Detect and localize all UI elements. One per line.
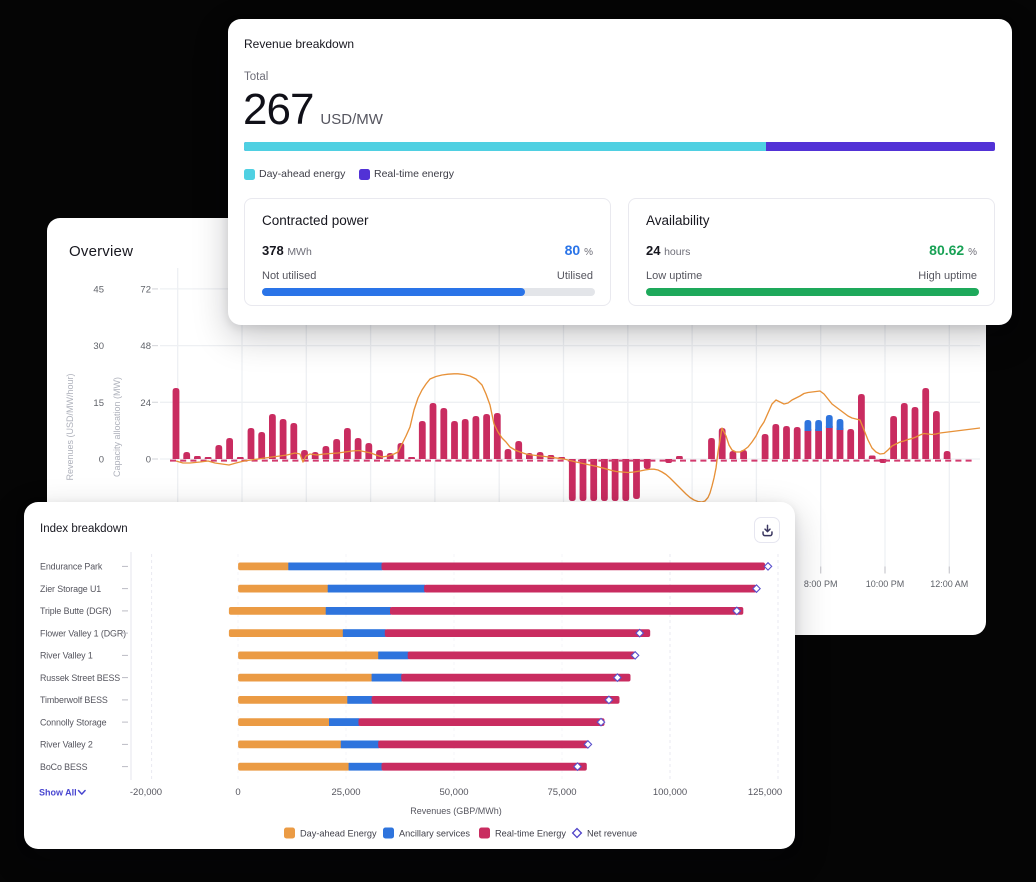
svg-text:30: 30	[93, 341, 104, 352]
svg-text:Show All: Show All	[39, 788, 77, 798]
svg-text:Endurance Park: Endurance Park	[40, 562, 103, 572]
svg-text:75,000: 75,000	[547, 787, 576, 798]
svg-text:50,000: 50,000	[439, 787, 468, 798]
svg-text:BoCo BESS: BoCo BESS	[40, 762, 88, 772]
svg-text:Capacity allocation (MW): Capacity allocation (MW)	[112, 377, 122, 477]
svg-text:100,000: 100,000	[653, 787, 687, 798]
svg-text:River Valley 1: River Valley 1	[40, 651, 93, 661]
svg-text:10:00 PM: 10:00 PM	[866, 579, 905, 589]
svg-text:72: 72	[140, 284, 151, 295]
svg-text:Day-ahead Energy: Day-ahead Energy	[300, 829, 377, 839]
svg-text:125,000: 125,000	[748, 787, 782, 798]
svg-text:8:00 PM: 8:00 PM	[804, 579, 838, 589]
svg-text:Timberwolf BESS: Timberwolf BESS	[40, 695, 108, 705]
svg-text:15: 15	[93, 398, 104, 409]
svg-text:Revenues (USD/MW/hour): Revenues (USD/MW/hour)	[65, 373, 75, 480]
svg-text:Revenues (GBP/MWh): Revenues (GBP/MWh)	[410, 806, 502, 816]
svg-text:45: 45	[93, 284, 104, 295]
svg-text:24: 24	[140, 398, 151, 409]
svg-text:Ancillary services: Ancillary services	[399, 829, 470, 839]
svg-text:Zier Storage U1: Zier Storage U1	[40, 584, 101, 594]
svg-text:Flower Valley 1 (DGR): Flower Valley 1 (DGR)	[40, 628, 126, 638]
svg-text:0: 0	[235, 787, 240, 798]
svg-text:25,000: 25,000	[331, 787, 360, 798]
svg-text:River Valley 2: River Valley 2	[40, 740, 93, 750]
svg-text:Triple Butte (DGR): Triple Butte (DGR)	[40, 606, 111, 616]
svg-text:-20,000: -20,000	[130, 787, 162, 798]
svg-text:12:00 AM: 12:00 AM	[930, 579, 968, 589]
svg-text:Russek Street BESS: Russek Street BESS	[40, 673, 120, 683]
svg-text:Connolly Storage: Connolly Storage	[40, 717, 107, 727]
svg-text:Net revenue: Net revenue	[587, 829, 637, 839]
svg-text:48: 48	[140, 341, 151, 352]
svg-text:0: 0	[146, 455, 151, 466]
svg-text:Real-time Energy: Real-time Energy	[495, 829, 566, 839]
svg-text:0: 0	[99, 455, 104, 466]
